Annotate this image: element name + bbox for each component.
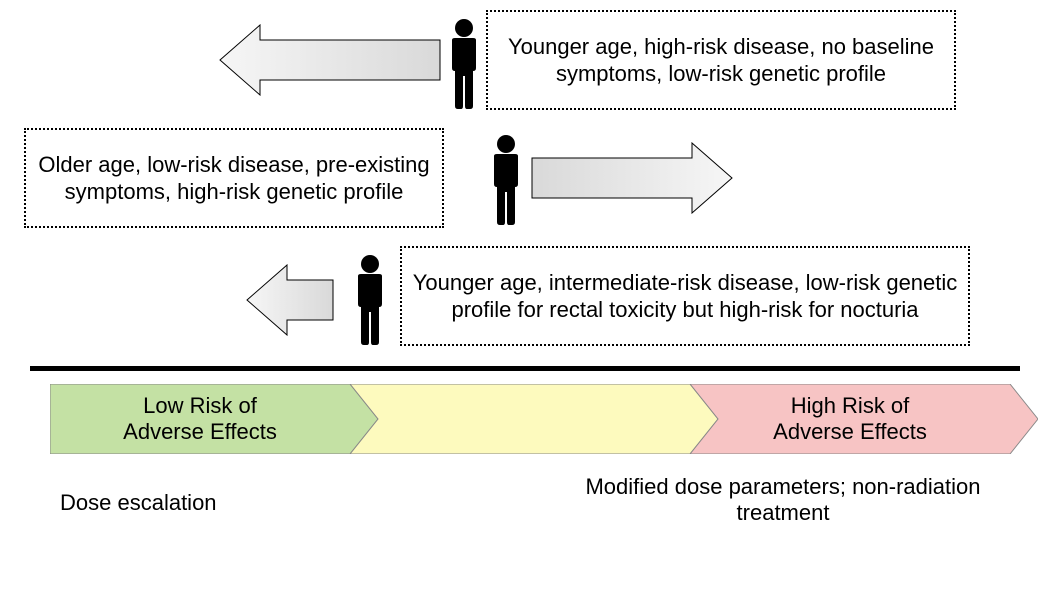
diagram-canvas: Younger age, high-risk disease, no basel… [0, 0, 1050, 600]
arrow-left-icon [245, 264, 335, 336]
profile-text: Younger age, high-risk disease, no basel… [498, 33, 944, 88]
profile-text: Younger age, intermediate-risk disease, … [412, 269, 958, 324]
horizontal-divider [30, 366, 1020, 371]
profile-box-older-lowrisk: Older age, low-risk disease, pre-existin… [24, 128, 444, 228]
bottom-label-dose-escalation: Dose escalation [60, 490, 340, 516]
profile-text: Older age, low-risk disease, pre-existin… [36, 151, 432, 206]
label-text: Modified dose parameters; non-radiation … [585, 474, 980, 525]
arrow-right-icon [530, 142, 734, 214]
risk-segment-low: Low Risk ofAdverse Effects [50, 384, 350, 454]
person-icon [446, 18, 482, 110]
risk-label: High Risk ofAdverse Effects [773, 393, 927, 446]
bottom-label-modified-dose: Modified dose parameters; non-radiation … [548, 474, 1018, 526]
arrow-left-icon [218, 24, 442, 96]
person-icon [488, 134, 524, 226]
label-text: Dose escalation [60, 490, 217, 515]
person-icon [352, 254, 388, 346]
profile-box-younger-intermediate: Younger age, intermediate-risk disease, … [400, 246, 970, 346]
risk-segment-mid [350, 384, 690, 454]
risk-segment-high: High Risk ofAdverse Effects [690, 384, 1010, 454]
risk-label: Low Risk ofAdverse Effects [123, 393, 277, 446]
profile-box-younger-highrisk: Younger age, high-risk disease, no basel… [486, 10, 956, 110]
